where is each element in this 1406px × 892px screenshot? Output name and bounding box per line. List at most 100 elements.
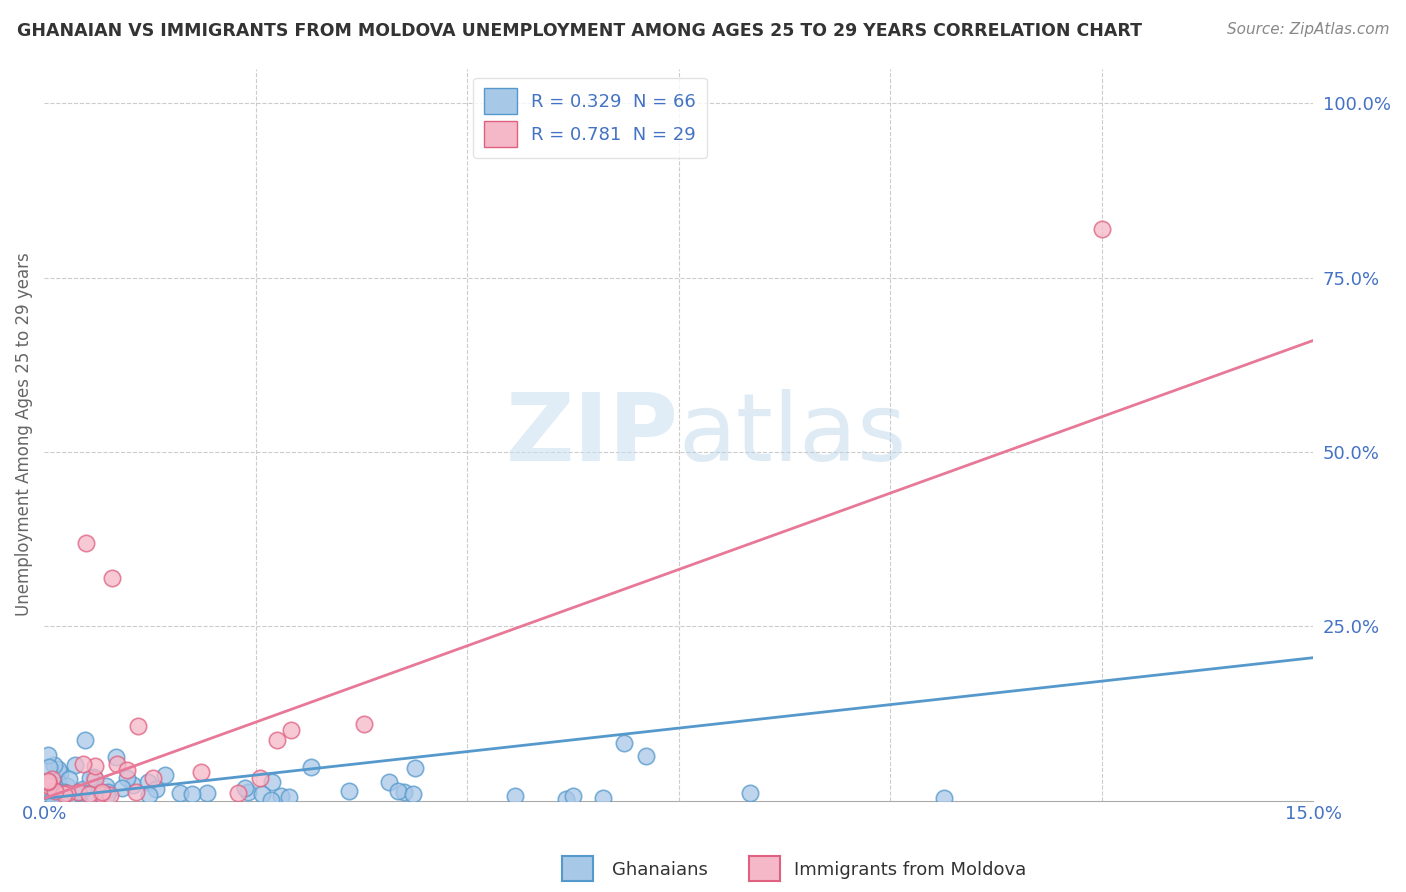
Point: [37, 747, 59, 762]
Point: [262, 774, 284, 789]
Text: GHANAIAN VS IMMIGRANTS FROM MOLDOVA UNEMPLOYMENT AMONG AGES 25 TO 29 YEARS CORRE: GHANAIAN VS IMMIGRANTS FROM MOLDOVA UNEM…: [17, 22, 1142, 40]
Point: [37, 777, 59, 791]
Point: [127, 719, 149, 733]
Point: [260, 793, 283, 807]
Point: [49, 766, 72, 780]
Point: [45, 770, 67, 784]
Point: [46, 762, 69, 776]
Point: [79, 771, 101, 785]
Y-axis label: Unemployment Among Ages 25 to 29 years: Unemployment Among Ages 25 to 29 years: [15, 252, 32, 616]
Point: [46, 775, 69, 789]
Point: [79, 787, 101, 801]
Point: [111, 781, 134, 796]
Point: [387, 784, 409, 798]
Point: [94, 791, 117, 805]
Point: [52, 787, 75, 801]
Text: ZIP: ZIP: [506, 389, 679, 481]
Point: [84, 759, 107, 773]
Point: [37, 774, 59, 789]
Text: Source: ZipAtlas.com: Source: ZipAtlas.com: [1226, 22, 1389, 37]
Point: [90, 787, 112, 801]
Point: [44, 784, 66, 798]
Point: [90, 785, 112, 799]
Point: [39, 786, 62, 800]
Point: [180, 787, 202, 801]
Point: [138, 788, 160, 802]
Point: [45, 785, 67, 799]
Point: [190, 764, 212, 779]
Point: [58, 792, 80, 806]
Point: [1091, 222, 1114, 236]
Point: [738, 786, 761, 800]
Point: [236, 784, 259, 798]
Point: [249, 771, 271, 785]
Point: [38, 779, 60, 793]
Point: [82, 787, 104, 801]
Point: [97, 785, 120, 799]
Point: [38, 759, 60, 773]
Point: [252, 788, 274, 802]
Point: [42, 791, 65, 805]
Point: [142, 771, 165, 785]
Point: [75, 733, 97, 747]
Point: [235, 781, 257, 796]
Text: Immigrants from Moldova: Immigrants from Moldova: [794, 861, 1026, 879]
Point: [53, 784, 76, 798]
Point: [299, 759, 322, 773]
Point: [94, 780, 117, 794]
Point: [105, 757, 128, 772]
Point: [122, 778, 145, 792]
Point: [37, 774, 59, 789]
Point: [280, 723, 302, 737]
Point: [67, 784, 90, 798]
Point: [41, 772, 63, 786]
Point: [169, 786, 191, 800]
Point: [226, 786, 249, 800]
Point: [75, 535, 97, 549]
Point: [270, 789, 292, 803]
Point: [404, 761, 426, 775]
Point: [561, 789, 583, 803]
Point: [145, 781, 167, 796]
Point: [124, 785, 146, 799]
Point: [96, 786, 118, 800]
Point: [72, 781, 94, 796]
Point: [613, 736, 636, 750]
Text: atlas: atlas: [679, 389, 907, 481]
Point: [277, 789, 299, 804]
Point: [101, 570, 124, 584]
Point: [56, 786, 79, 800]
Text: Ghanaians: Ghanaians: [612, 861, 707, 879]
Point: [56, 779, 79, 793]
Point: [932, 791, 955, 805]
Point: [48, 791, 70, 805]
Point: [136, 774, 159, 789]
Point: [634, 748, 657, 763]
Point: [153, 768, 176, 782]
Point: [63, 757, 86, 772]
Point: [266, 733, 288, 747]
Point: [98, 789, 121, 803]
Point: [195, 786, 218, 800]
Point: [83, 772, 105, 786]
Point: [72, 756, 94, 771]
Point: [56, 793, 79, 807]
Legend: R = 0.329  N = 66, R = 0.781  N = 29: R = 0.329 N = 66, R = 0.781 N = 29: [474, 78, 707, 158]
Point: [37, 773, 59, 788]
Point: [394, 785, 416, 799]
Point: [58, 772, 80, 787]
Point: [45, 772, 67, 786]
Point: [105, 750, 128, 764]
Point: [72, 785, 94, 799]
Point: [503, 789, 526, 803]
Point: [83, 771, 105, 785]
Point: [378, 774, 401, 789]
Point: [555, 792, 578, 806]
Point: [65, 786, 87, 800]
Point: [37, 782, 59, 797]
Point: [96, 789, 118, 803]
Point: [337, 783, 360, 797]
Point: [44, 758, 66, 772]
Point: [402, 787, 425, 801]
Point: [117, 771, 139, 785]
